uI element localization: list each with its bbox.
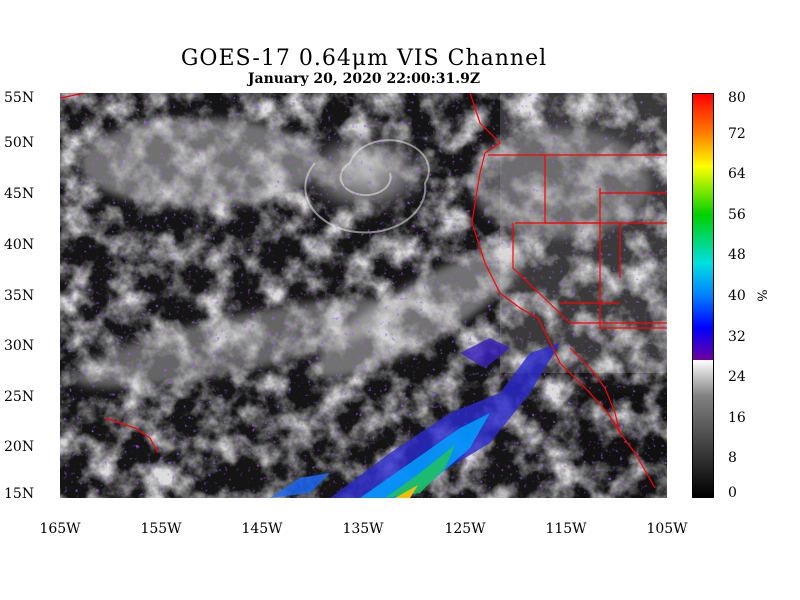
high-reflectance-plume (270, 338, 560, 498)
colorbar-tick: 72 (728, 126, 746, 142)
colorbar-tick: 40 (728, 288, 746, 304)
lat-label: 55N (4, 90, 35, 106)
lon-label: 105W (646, 521, 688, 537)
map-title: GOES-17 0.64μm VIS Channel (180, 46, 548, 71)
lon-label: 125W (444, 521, 486, 537)
lat-label: 45N (4, 186, 35, 202)
colorbar-tick: 80 (728, 90, 746, 106)
lon-label: 145W (241, 521, 283, 537)
lon-label: 135W (342, 521, 384, 537)
colorbar-tick: 24 (728, 369, 746, 385)
lon-label: 115W (545, 521, 587, 537)
colorbar-tick: 16 (728, 410, 746, 426)
lon-label: 165W (39, 521, 81, 537)
lat-label: 50N (4, 135, 35, 151)
lat-label: 20N (4, 439, 35, 455)
lat-label: 40N (4, 237, 35, 253)
colorbar-tick: 0 (728, 485, 737, 501)
lat-label: 30N (4, 338, 35, 354)
lon-label: 155W (140, 521, 182, 537)
colorbar-tick: 8 (728, 450, 737, 466)
map-timestamp: January 20, 2020 22:00:31.9Z (247, 71, 481, 87)
colorbar (692, 93, 714, 498)
border-lines (60, 93, 667, 489)
colorbar-unit: % (753, 289, 769, 302)
colorbar-tick: 48 (728, 247, 746, 263)
lat-label: 25N (4, 389, 35, 405)
satellite-image (60, 93, 667, 498)
purple-speckle (60, 93, 667, 498)
colorbar-tick: 56 (728, 207, 746, 223)
lat-label: 35N (4, 288, 35, 304)
lat-label: 15N (4, 486, 35, 502)
colorbar-tick: 32 (728, 329, 746, 345)
colorbar-tick: 64 (728, 166, 746, 182)
